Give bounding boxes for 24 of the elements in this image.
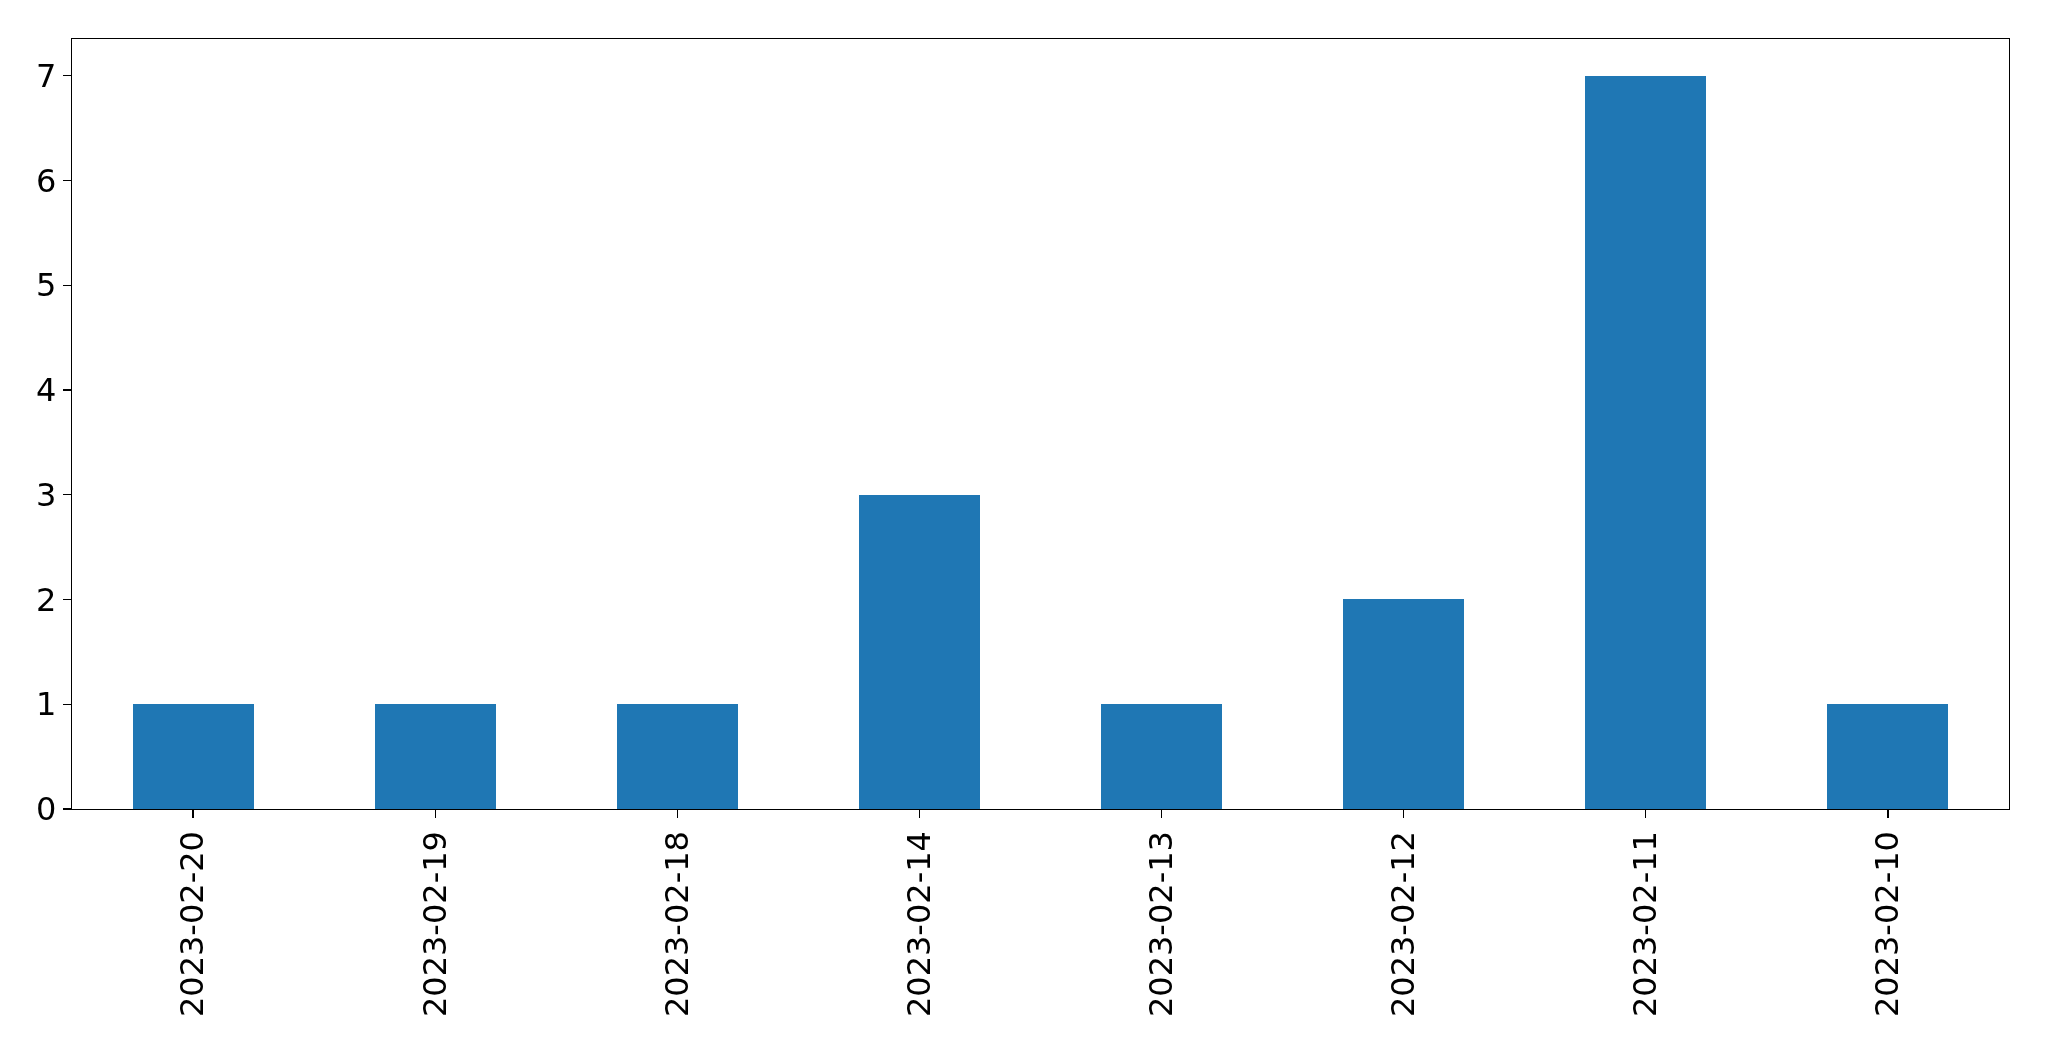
x-tick-label: 2023-02-18 (657, 831, 696, 1018)
y-tick-label: 2 (35, 580, 57, 619)
bar (616, 704, 738, 809)
y-tick-label: 5 (35, 266, 57, 305)
y-tick-label: 0 (35, 790, 57, 829)
x-tick-label: 2023-02-20 (173, 831, 212, 1018)
bar (1101, 704, 1223, 809)
x-tick-label: 2023-02-13 (1141, 831, 1180, 1018)
bar (1343, 599, 1465, 809)
y-tick-label: 6 (35, 161, 57, 200)
bar (1585, 75, 1707, 809)
y-tick-label: 7 (35, 56, 57, 95)
y-tick-label: 3 (35, 475, 57, 514)
x-tick-label: 2023-02-14 (899, 831, 938, 1018)
y-tick-label: 1 (35, 685, 57, 724)
x-tick-label: 2023-02-19 (415, 831, 454, 1018)
x-tick-label: 2023-02-10 (1868, 831, 1907, 1018)
y-tick-label: 4 (35, 371, 57, 410)
x-tick-label: 2023-02-12 (1384, 831, 1423, 1018)
bar (858, 494, 980, 809)
bar (374, 704, 496, 809)
bar (1827, 704, 1949, 809)
bar (132, 704, 254, 809)
x-tick-label: 2023-02-11 (1626, 831, 1665, 1018)
